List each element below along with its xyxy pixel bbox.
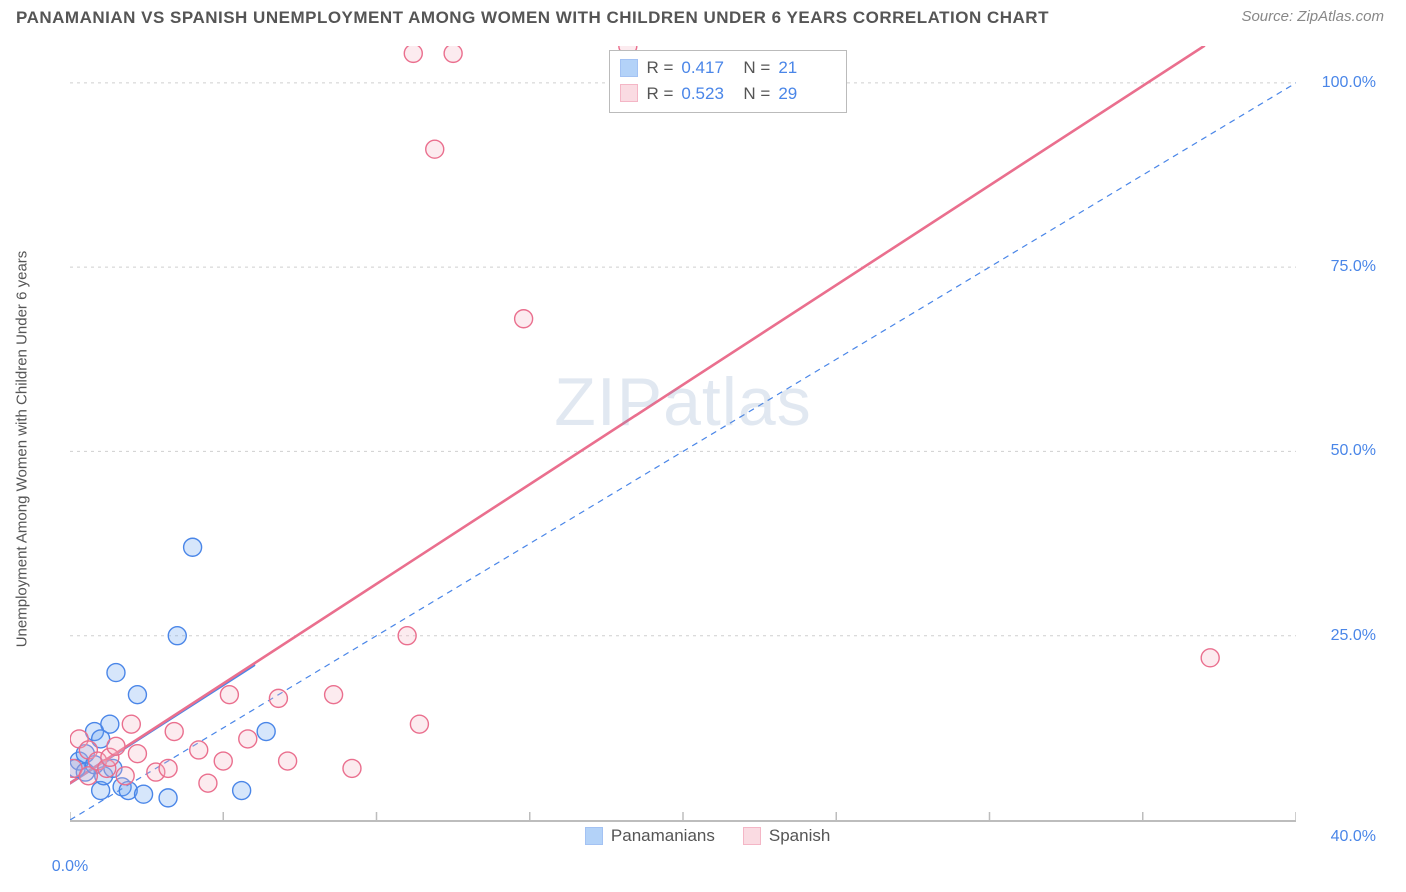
header: PANAMANIAN VS SPANISH UNEMPLOYMENT AMONG… [0, 0, 1406, 32]
y-tick-label: 100.0% [1322, 74, 1376, 92]
y-tick-label: 75.0% [1331, 258, 1376, 276]
legend-item: Spanish [743, 826, 830, 846]
y-tick-label: 50.0% [1331, 442, 1376, 460]
chart-title: PANAMANIAN VS SPANISH UNEMPLOYMENT AMONG… [16, 8, 1049, 28]
legend: Panamanians Spanish [585, 826, 830, 846]
stat-row: R = 0.523 N = 29 [620, 81, 832, 107]
stat-n-value: 29 [778, 81, 832, 107]
legend-swatch [585, 827, 603, 845]
legend-swatch [743, 827, 761, 845]
stat-n-label: N = [743, 55, 770, 81]
y-axis-title: Unemployment Among Women with Children U… [14, 251, 31, 648]
legend-swatch [620, 84, 638, 102]
stat-row: R = 0.417 N = 21 [620, 55, 832, 81]
y-tick-label: 25.0% [1331, 627, 1376, 645]
x-tick-label: 0.0% [52, 858, 88, 876]
legend-label: Panamanians [611, 826, 715, 846]
legend-item: Panamanians [585, 826, 715, 846]
stat-n-value: 21 [778, 55, 832, 81]
legend-swatch [620, 59, 638, 77]
correlation-stats-box: R = 0.417 N = 21 R = 0.523 N = 29 [609, 50, 847, 113]
stat-r-label: R = [646, 55, 673, 81]
x-axis-max-label: 40.0% [1331, 828, 1376, 846]
legend-label: Spanish [769, 826, 830, 846]
stat-r-value: 0.417 [681, 55, 735, 81]
scatter-plot: ZIPatlas R = 0.417 N = 21 R = 0.523 N = … [70, 46, 1296, 822]
plot-area: Unemployment Among Women with Children U… [50, 46, 1386, 852]
stat-n-label: N = [743, 81, 770, 107]
stat-r-label: R = [646, 81, 673, 107]
stat-r-value: 0.523 [681, 81, 735, 107]
source-label: Source: ZipAtlas.com [1241, 8, 1384, 25]
